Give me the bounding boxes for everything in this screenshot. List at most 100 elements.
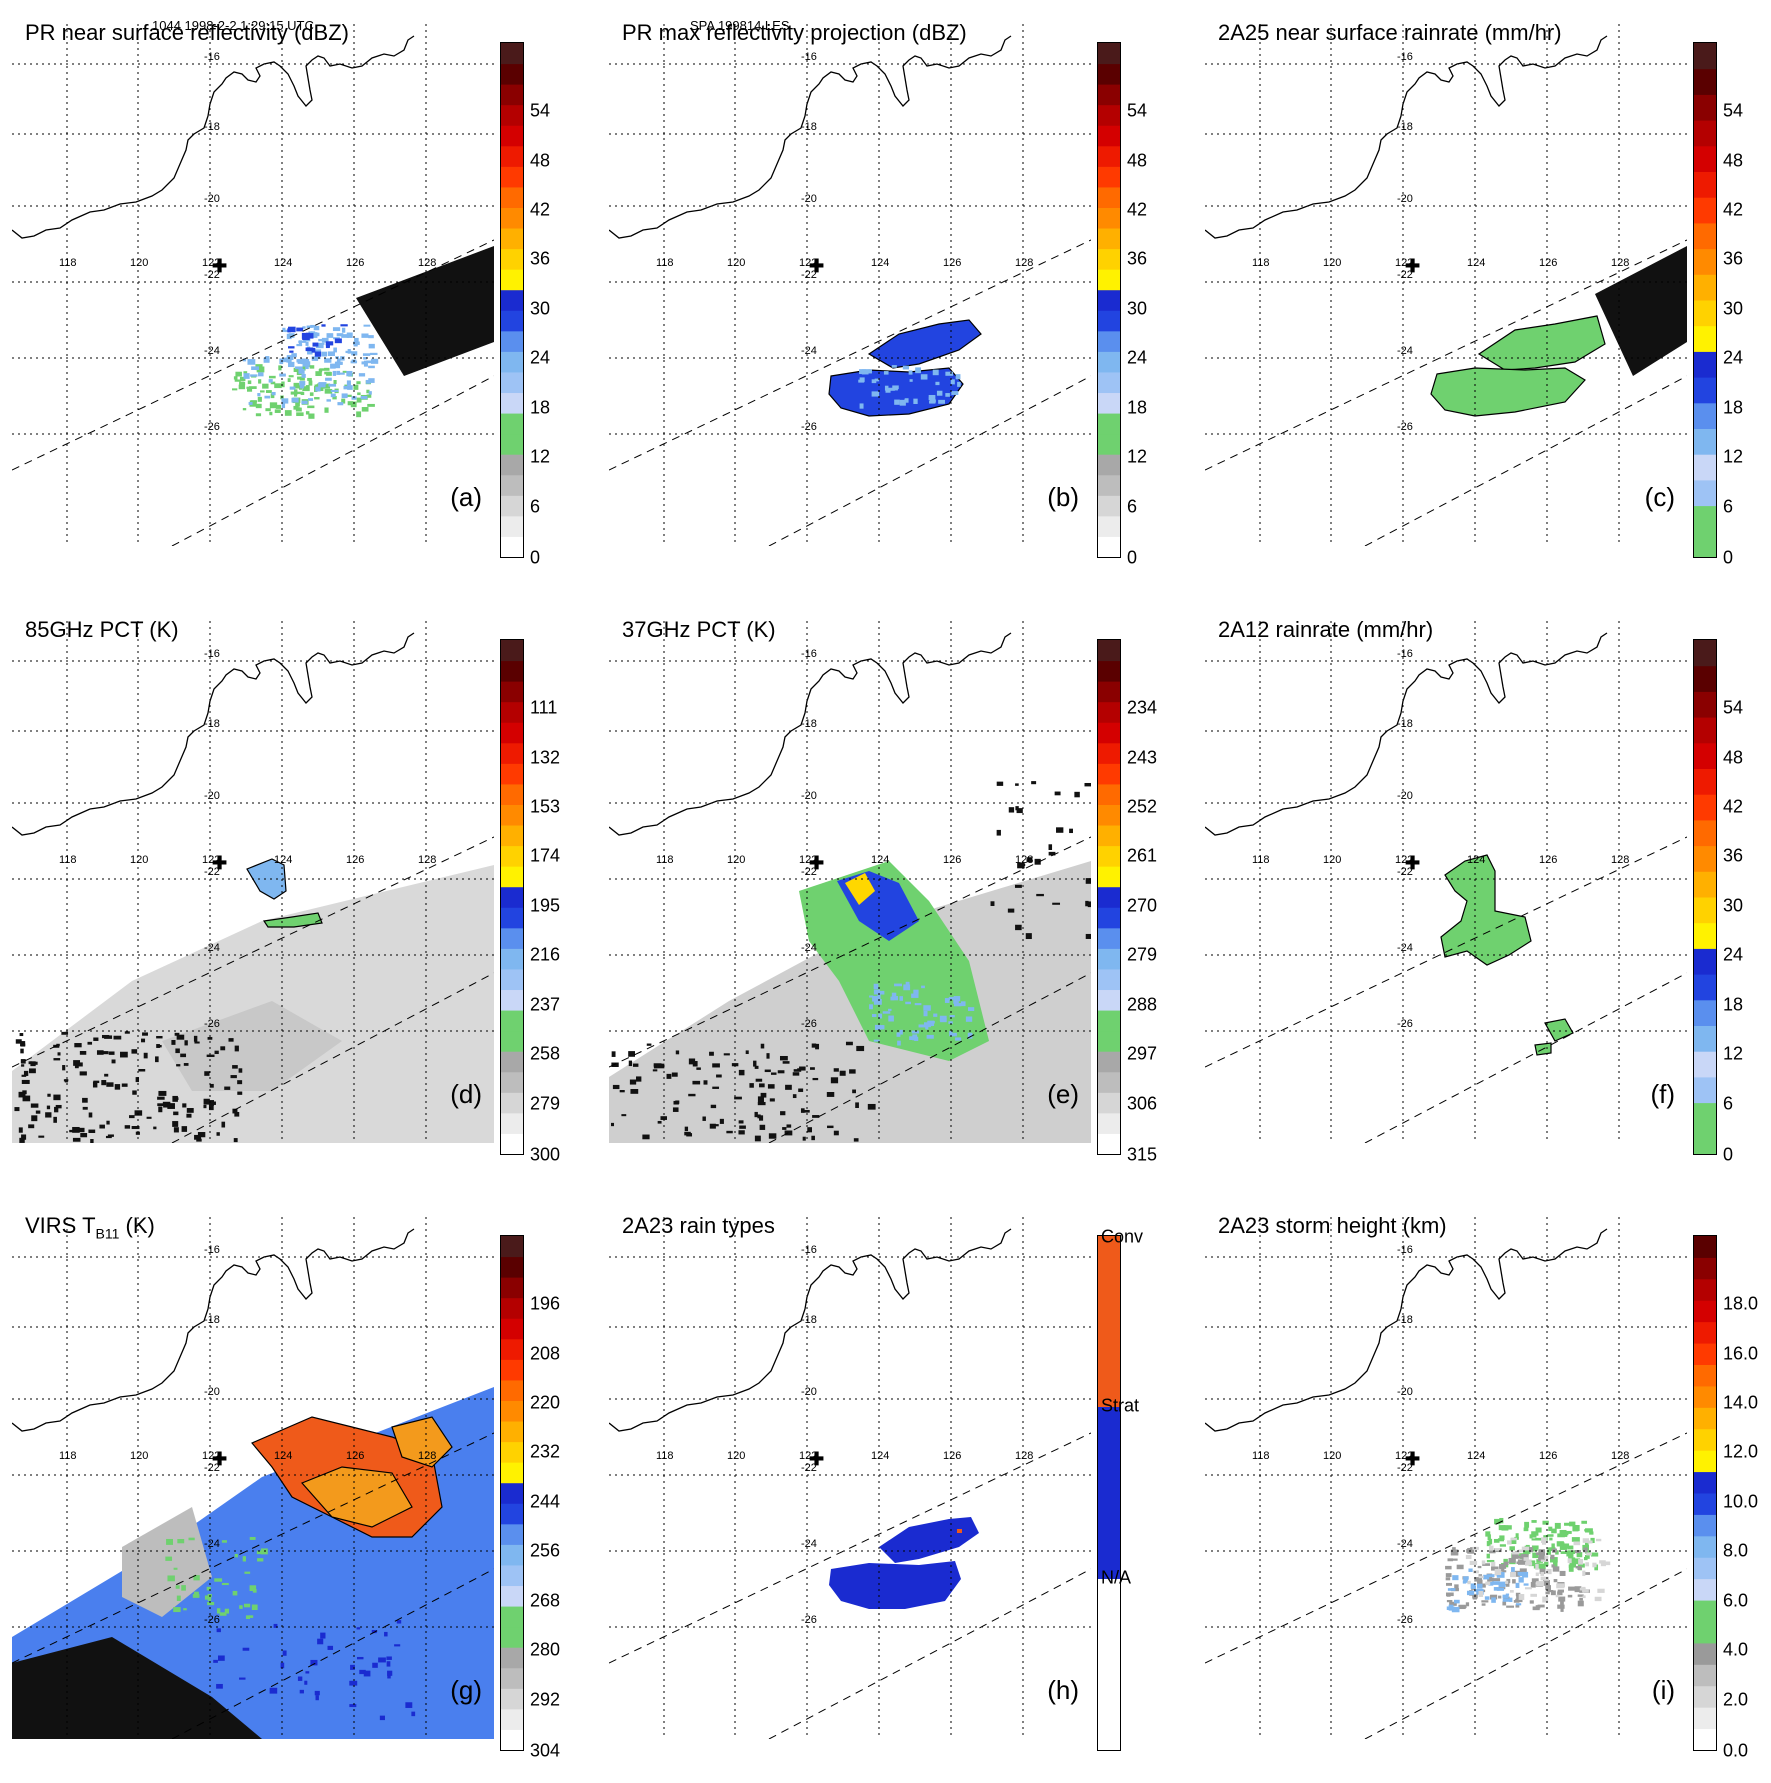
echo-pixel (384, 1631, 388, 1637)
cold-scatter-pixel (173, 1127, 179, 1133)
echo-pixel (1553, 1561, 1558, 1568)
echo-pixel (242, 1647, 250, 1651)
echo-pixel (950, 379, 955, 385)
echo-pixel (1538, 1556, 1546, 1561)
map-svg: 118 120 122 124 126 128 -16 -18 -20 -22 -24 -26 ✚ (1205, 1217, 1687, 1739)
echo-pixel (1516, 1594, 1520, 1600)
echo-pixel (353, 384, 359, 390)
cold-scatter-pixel (611, 1051, 616, 1057)
echo-pixel (336, 358, 341, 364)
cold-scatter-pixel (105, 1135, 112, 1139)
cold-scatter-pixel (20, 1048, 24, 1054)
echo-pixel (288, 375, 294, 378)
echo-pixel (1509, 1597, 1513, 1603)
echo-pixel (1566, 1550, 1573, 1557)
echo-pixel (346, 370, 353, 377)
colorbar-swatch (1694, 1407, 1716, 1430)
longitude-tick-label: 120 (130, 1450, 148, 1462)
colorbar-tick-label: Strat (1101, 1395, 1140, 1416)
cold-scatter-pixel (768, 1133, 777, 1139)
cold-scatter-pixel (709, 1123, 716, 1129)
longitude-tick-label: 118 (59, 1450, 77, 1462)
map-svg: 118 120 122 124 126 128 -16 -18 -20 -22 -24 -26 ✚ (12, 24, 494, 546)
echo-pixel (949, 1015, 955, 1018)
echo-pixel (250, 400, 257, 407)
echo-region (829, 1561, 961, 1609)
colorbar-swatch (1694, 428, 1716, 455)
echo-pixel (955, 374, 961, 380)
echo-pixel (1586, 1552, 1592, 1556)
echo-pixel (1521, 1554, 1526, 1560)
cold-scatter-pixel (96, 1050, 104, 1055)
cold-scatter-pixel (833, 1130, 839, 1136)
cold-scatter-pixel (62, 1065, 66, 1071)
echo-pixel (232, 388, 238, 391)
colorbar-tick-label: 48 (1127, 150, 1148, 171)
cold-scatter-pixel (74, 1064, 79, 1069)
colorbar-swatch (501, 1071, 523, 1093)
echo-pixel (1478, 1590, 1484, 1597)
echo-pixel (243, 1603, 251, 1608)
echo-pixel (288, 326, 296, 333)
echo-pixel (181, 1585, 186, 1591)
echo-pixel (295, 400, 300, 407)
map-plot-area: 118 120 122 124 126 128 -16 -18 -20 -22 -24 -26 ✚ (12, 24, 494, 546)
echo-pixel (918, 1024, 927, 1028)
cold-scatter-pixel (745, 1050, 749, 1055)
cold-scatter-pixel (845, 1041, 853, 1046)
cold-scatter-pixel (135, 1077, 139, 1083)
echo-pixel (1547, 1534, 1554, 1537)
panel-title: 2A12 rainrate (mm/hr) (1218, 617, 1433, 643)
echo-pixel (1568, 1564, 1576, 1568)
colorbar-swatch (501, 1606, 523, 1628)
echo-pixel (1462, 1580, 1467, 1584)
echo-pixel (368, 391, 372, 395)
panel-title: 2A23 rain types (622, 1213, 775, 1239)
colorbar-swatch (1098, 228, 1120, 250)
echo-pixel (939, 1015, 947, 1022)
echo-region (879, 1517, 979, 1563)
echo-pixel (905, 981, 910, 987)
colorbar-swatch (1694, 717, 1716, 744)
echo-pixel (1501, 1525, 1509, 1531)
swath-edge-line (171, 1568, 494, 1739)
colorbar-tick-label: 12.0 (1723, 1441, 1759, 1462)
latitude-tick-label: -22 (1397, 866, 1413, 878)
echo-pixel (1518, 1549, 1524, 1553)
colorbar-swatch (1694, 248, 1716, 275)
echo-pixel (234, 1553, 238, 1558)
cold-scatter-pixel (163, 1102, 170, 1108)
colorbar (500, 1235, 524, 1751)
colorbar-tick-label: 132 (530, 747, 561, 768)
echo-pixel (302, 386, 310, 392)
colorbar-tick-label: 54 (1723, 697, 1744, 718)
echo-pixel (1487, 1577, 1494, 1582)
echo-pixel (1490, 1594, 1498, 1600)
swath-edge-line (609, 836, 1091, 1068)
echo-pixel (311, 332, 318, 338)
colorbar-tick-label: 24 (1127, 347, 1148, 368)
cold-scatter-pixel (753, 1060, 757, 1067)
echo-pixel (950, 1032, 957, 1037)
cold-scatter-pixel (20, 1041, 26, 1047)
cold-scatter-pixel (830, 1077, 839, 1084)
colorbar-swatch (1694, 325, 1716, 352)
cold-scatter-pixel (234, 1045, 239, 1052)
echo-pixel (960, 1001, 966, 1007)
colorbar-swatch (501, 1112, 523, 1134)
echo-pixel (874, 378, 880, 382)
longitude-tick-label: 128 (1611, 854, 1629, 866)
echo-pixel (314, 1690, 320, 1696)
colorbar-swatch (501, 1133, 523, 1154)
echo-pixel (1486, 1559, 1495, 1563)
cold-scatter-pixel (786, 1124, 792, 1128)
echo-pixel (358, 373, 366, 377)
colorbar-tick-label: 195 (530, 895, 561, 916)
cold-scatter-pixel (99, 1124, 105, 1129)
colorbar-swatch (1694, 454, 1716, 481)
echo-pixel (1518, 1577, 1524, 1583)
cold-scatter-pixel (1056, 827, 1064, 833)
colorbar-swatch (501, 1421, 523, 1443)
echo-pixel (1525, 1550, 1531, 1554)
echo-pixel (308, 413, 315, 419)
